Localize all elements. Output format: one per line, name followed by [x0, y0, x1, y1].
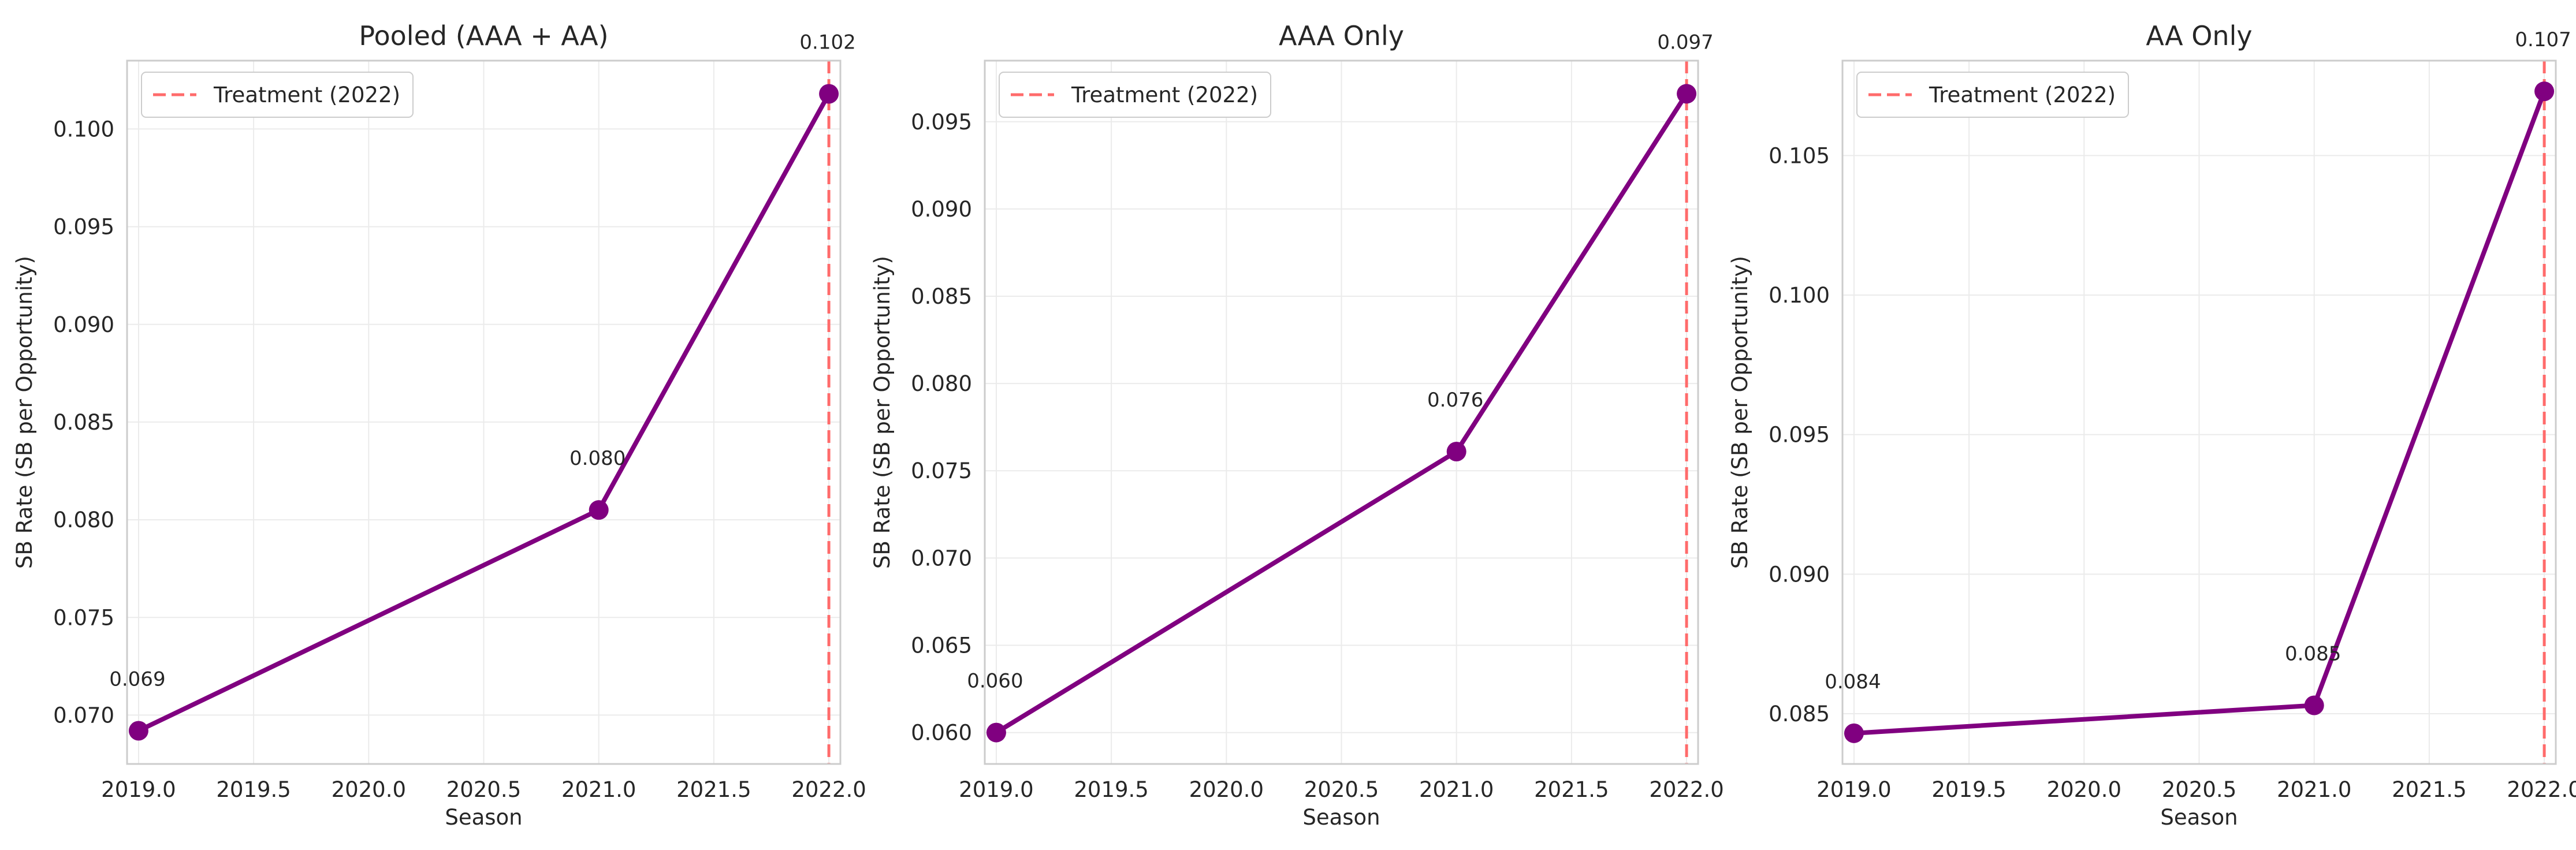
chart-title: Pooled (AAA + AA) [359, 20, 608, 51]
legend-label: Treatment (2022) [1071, 83, 1258, 107]
x-axis-label: Season [445, 805, 522, 830]
y-tick-label: 0.100 [53, 117, 114, 141]
data-point [1677, 84, 1697, 104]
x-tick-label: 2021.5 [676, 777, 751, 802]
legend: Treatment (2022) [999, 72, 1271, 118]
data-point [1844, 723, 1864, 743]
x-tick-label: 2020.0 [332, 777, 406, 802]
x-tick-label: 2022.0 [2507, 777, 2576, 802]
x-tick-label: 2021.5 [2392, 777, 2466, 802]
y-tick-label: 0.090 [53, 312, 114, 337]
x-tick-label: 2020.5 [2162, 777, 2236, 802]
y-tick-label: 0.065 [911, 633, 972, 658]
x-tick-label: 2021.0 [2277, 777, 2351, 802]
x-axis-label: Season [1302, 805, 1380, 830]
data-label: 0.097 [1657, 31, 1713, 54]
data-label: 0.076 [1427, 389, 1483, 412]
y-tick-label: 0.090 [1769, 562, 1830, 587]
data-point [819, 84, 839, 104]
data-label: 0.080 [569, 447, 626, 470]
legend-box [999, 72, 1271, 118]
y-tick-label: 0.080 [53, 508, 114, 532]
y-tick-label: 0.075 [53, 605, 114, 630]
data-point [589, 500, 609, 520]
axes-frame [1841, 59, 2557, 765]
data-point [2304, 695, 2324, 715]
x-tick-label: 2021.5 [1534, 777, 1609, 802]
legend-label: Treatment (2022) [1929, 83, 2116, 107]
x-tick-label: 2020.0 [1189, 777, 1264, 802]
y-tick-label: 0.085 [911, 284, 972, 309]
data-point [128, 721, 148, 741]
data-label: 0.085 [2285, 643, 2341, 666]
data-label: 0.084 [1825, 670, 1881, 694]
x-tick-label: 2019.5 [1074, 777, 1148, 802]
x-tick-label: 2019.5 [1931, 777, 2006, 802]
x-tick-label: 2019.0 [101, 777, 176, 802]
y-axis-label: SB Rate (SB per Opportunity) [1728, 256, 1752, 569]
y-tick-label: 0.095 [53, 215, 114, 240]
x-tick-label: 2019.0 [1816, 777, 1891, 802]
legend-box [1856, 72, 2129, 118]
data-point [2534, 81, 2555, 102]
legend: Treatment (2022) [1856, 72, 2129, 118]
x-tick-label: 2022.0 [1649, 777, 1723, 802]
y-tick-label: 0.085 [1769, 702, 1830, 726]
chart-title: AA Only [2146, 20, 2252, 51]
x-tick-label: 2021.0 [1419, 777, 1494, 802]
chart-title: AAA Only [1279, 20, 1404, 51]
data-point [1446, 442, 1466, 462]
legend: Treatment (2022) [141, 72, 414, 118]
x-tick-label: 2020.5 [1304, 777, 1379, 802]
y-tick-label: 0.095 [1769, 423, 1830, 448]
y-tick-label: 0.070 [53, 703, 114, 728]
x-tick-label: 2021.0 [561, 777, 636, 802]
y-tick-label: 0.090 [911, 197, 972, 222]
y-axis-label: SB Rate (SB per Opportunity) [12, 256, 37, 569]
chart-panel-3: 2019.0 2019.5 2020.0 2020.5 2021.0 2021.5 2022… [1728, 20, 2576, 830]
data-label: 0.102 [799, 31, 855, 54]
y-tick-label: 0.060 [911, 721, 972, 745]
chart-panel-1: 2019.0 2019.5 2020.0 2020.5 2021.0 2021.5 2022… [12, 20, 866, 830]
y-tick-label: 0.080 [911, 371, 972, 396]
legend-box [141, 72, 414, 118]
data-point [986, 722, 1006, 743]
y-tick-label: 0.105 [1769, 143, 1830, 168]
axes-frame [126, 59, 842, 765]
legend-label: Treatment (2022) [213, 83, 400, 107]
x-tick-label: 2020.5 [446, 777, 521, 802]
data-label: 0.060 [967, 670, 1023, 693]
x-tick-label: 2022.0 [791, 777, 866, 802]
y-tick-label: 0.100 [1769, 283, 1830, 308]
x-axis-label: Season [2160, 805, 2238, 830]
y-tick-label: 0.070 [911, 546, 972, 571]
data-label: 0.107 [2515, 28, 2571, 51]
x-tick-label: 2019.5 [216, 777, 291, 802]
y-axis-label: SB Rate (SB per Opportunity) [870, 256, 895, 569]
data-label: 0.069 [109, 668, 165, 691]
y-tick-label: 0.075 [911, 458, 972, 483]
x-tick-label: 2020.0 [2047, 777, 2121, 802]
y-tick-label: 0.085 [53, 410, 114, 435]
x-tick-label: 2019.0 [959, 777, 1033, 802]
chart-panel-2: 2019.0 2019.5 2020.0 2020.5 2021.0 2021.5 2022… [870, 20, 1724, 830]
axes-frame [984, 59, 1699, 765]
y-tick-label: 0.095 [911, 110, 972, 135]
